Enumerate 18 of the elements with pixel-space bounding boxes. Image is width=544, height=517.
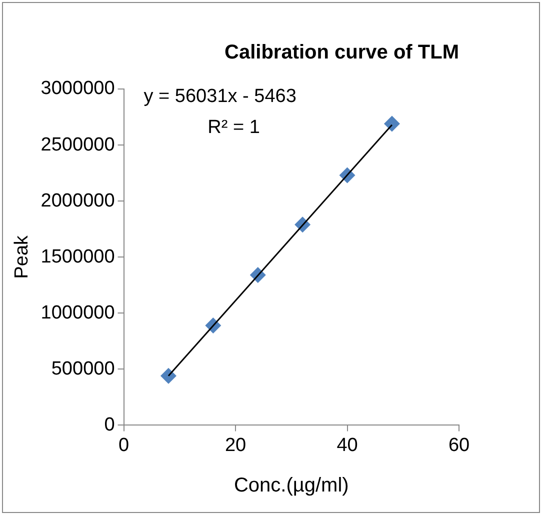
- y-tick-label: 2000000: [40, 190, 115, 212]
- y-tick-label: 500000: [51, 358, 115, 380]
- y-tick-label: 1500000: [40, 246, 115, 268]
- point: [160, 368, 176, 384]
- x-tick-label: 40: [336, 434, 358, 456]
- y-axis-title: Peak: [12, 234, 33, 279]
- x-axis-title: Conc.(µg/ml): [234, 474, 349, 497]
- point: [384, 116, 400, 132]
- x-tick-label: 60: [448, 434, 470, 456]
- x-tick-label: 20: [224, 434, 246, 456]
- annotation: y = 56031x - 5463: [144, 86, 296, 108]
- y-tick-label: 0: [104, 414, 115, 436]
- chart-title: Calibration curve of TLM: [224, 42, 459, 64]
- y-tick-label: 3000000: [40, 78, 115, 100]
- annotation: R² = 1: [208, 117, 260, 138]
- y-tick-label: 1000000: [40, 302, 115, 324]
- y-tick-label: 2500000: [40, 134, 115, 156]
- x-tick-label: 0: [118, 434, 130, 456]
